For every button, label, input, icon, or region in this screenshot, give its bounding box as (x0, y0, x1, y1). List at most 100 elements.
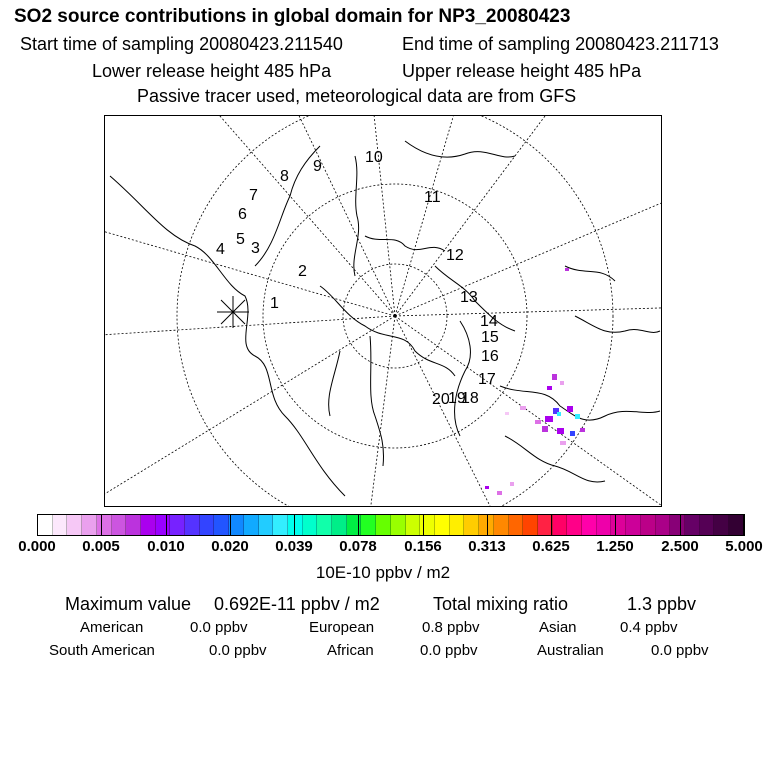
sector-label-7: 7 (249, 187, 258, 204)
color-scale-segment (684, 515, 700, 535)
tracer-patch (575, 414, 580, 419)
color-scale-segment (273, 515, 288, 535)
total-mixing-value: 1.3 ppbv (627, 594, 697, 614)
color-scale-segment (655, 515, 671, 535)
coastline-alaska (254, 145, 321, 267)
sector-label-6: 6 (238, 206, 247, 223)
region-value-african: 0.0 ppbv (420, 642, 478, 659)
release-location-star (217, 296, 249, 328)
color-scale-segment (155, 515, 171, 535)
sector-label-1: 1 (270, 295, 279, 312)
color-scale-segment (567, 515, 583, 535)
color-scale-segment (714, 515, 730, 535)
color-scale-segment (243, 515, 259, 535)
region-value-australian: 0.0 ppbv (651, 642, 709, 659)
color-scale-segment (346, 515, 362, 535)
latitude-circle-outer (176, 116, 614, 506)
color-scale-segment (508, 515, 524, 535)
color-scale-segment (523, 515, 538, 535)
tracer-patch (553, 408, 559, 414)
sector-label-9: 9 (313, 158, 322, 175)
region-name-european: European (309, 619, 375, 636)
tracer-patch (580, 428, 585, 432)
sector-label-13: 13 (460, 289, 478, 306)
color-scale-segment (67, 515, 83, 535)
sector-label-4: 4 (216, 241, 225, 258)
latitude-circles (176, 116, 614, 506)
coastline-mediterranean (504, 435, 606, 483)
sector-label-18: 18 (461, 390, 479, 407)
color-scale-tick (680, 514, 681, 536)
color-scale-segment (38, 515, 53, 535)
color-scale-tick-label: 0.005 (82, 538, 120, 555)
color-scale-tick (423, 514, 424, 536)
tracer-patch (547, 386, 552, 390)
color-scale-segment (729, 515, 743, 535)
color-scale-segment (552, 515, 568, 535)
color-scale-segment (287, 515, 303, 535)
region-value-american: 0.0 ppbv (190, 619, 248, 636)
legend-unit-label: 10E-10 ppbv / m2 (315, 563, 451, 582)
color-scale-tick-label: 0.156 (404, 538, 442, 555)
color-scale-segment (390, 515, 406, 535)
color-scale-segment (449, 515, 465, 535)
color-scale-segment (493, 515, 509, 535)
region-value-south-american: 0.0 ppbv (209, 642, 267, 659)
lower-release-height-label: Lower release height 485 hPa (92, 61, 332, 81)
map-canvas: 1 2 3 4 5 6 7 8 9 10 11 12 13 14 15 16 1… (105, 116, 661, 506)
tracer-patch (560, 381, 564, 385)
upper-release-height-label: Upper release height 485 hPa (402, 61, 642, 81)
color-scale-segment (317, 515, 333, 535)
color-scale-tick-label: 0.020 (211, 538, 249, 555)
color-scale-segment (626, 515, 641, 535)
sector-label-3: 3 (251, 240, 260, 257)
meridian-lines (105, 116, 661, 506)
tracer-patch (557, 428, 564, 434)
sector-label-10: 10 (365, 149, 383, 166)
color-scale-tick (37, 514, 38, 536)
color-scale-tick (487, 514, 488, 536)
region-value-asian: 0.4 ppbv (620, 619, 678, 636)
color-scale-tick-label: 0.313 (468, 538, 506, 555)
color-scale-tick-label: 0.010 (147, 538, 185, 555)
end-time-label: End time of sampling 20080423.211713 (402, 34, 719, 54)
coastline-baffin (328, 350, 341, 417)
tracer-patch (570, 431, 575, 436)
start-time-label: Start time of sampling 20080423.211540 (20, 34, 343, 54)
coastlines (109, 140, 661, 497)
color-scale-tick-label: 2.500 (661, 538, 699, 555)
coastline-siberia-east (353, 155, 360, 277)
sector-label-11: 11 (424, 189, 441, 206)
tracer-patch (510, 482, 514, 486)
region-name-american: American (80, 619, 144, 636)
coastline-greenland (369, 335, 384, 467)
color-scale-tick-label: 1.250 (596, 538, 634, 555)
region-value-european: 0.8 ppbv (422, 619, 480, 636)
color-scale-segment (434, 515, 450, 535)
color-scale-segment (640, 515, 656, 535)
color-scale-segment (361, 515, 377, 535)
tracer-patch (552, 374, 557, 380)
color-scale-tick (101, 514, 102, 536)
sector-label-20: 20 (432, 391, 450, 408)
color-scale-segment (199, 515, 215, 535)
color-scale-tick-label: 0.078 (339, 538, 377, 555)
color-scale-tick (744, 514, 745, 536)
color-scale-segment (82, 515, 97, 535)
sector-label-14: 14 (480, 313, 498, 330)
tracer-patch (535, 420, 541, 424)
tracer-note: Passive tracer used, meteorological data… (137, 86, 577, 106)
tracer-patch (560, 441, 566, 445)
color-scale-tick (551, 514, 552, 536)
color-scale-segment (699, 515, 715, 535)
color-scale-segment (52, 515, 68, 535)
color-scale-segment (479, 515, 494, 535)
polar-map: 1 2 3 4 5 6 7 8 9 10 11 12 13 14 15 16 1… (104, 115, 662, 507)
coastline-canada-arctic (319, 285, 456, 377)
color-scale-tick (358, 514, 359, 536)
tracer-patch (505, 412, 509, 415)
sector-label-5: 5 (236, 231, 245, 248)
color-scale-tick (230, 514, 231, 536)
region-name-african: African (327, 642, 374, 659)
tracer-patch (542, 426, 548, 432)
